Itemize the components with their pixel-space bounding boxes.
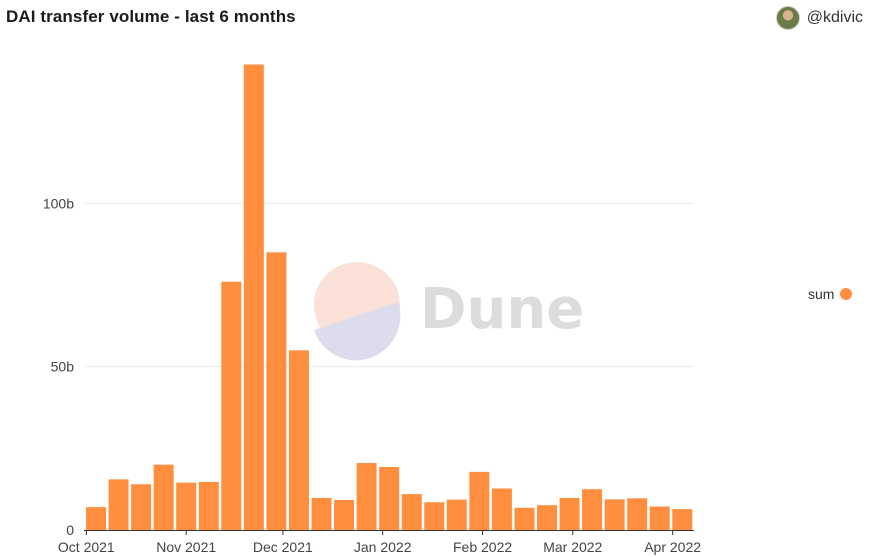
chart-title: DAI transfer volume - last 6 months <box>6 7 296 26</box>
x-tick-label: Nov 2021 <box>156 539 216 555</box>
y-tick-label: 0 <box>66 522 74 538</box>
bar[interactable] <box>176 482 197 530</box>
x-tick-label: Jan 2022 <box>354 539 412 555</box>
bar[interactable] <box>446 499 467 530</box>
x-tick-label: Dec 2021 <box>253 539 313 555</box>
legend-label: sum <box>808 286 835 302</box>
bar[interactable] <box>198 481 219 530</box>
bar[interactable] <box>469 471 490 530</box>
x-tick-label: Oct 2021 <box>58 539 115 555</box>
author-badge[interactable]: @kdivic <box>775 6 863 30</box>
bar[interactable] <box>514 507 535 530</box>
bar[interactable] <box>288 350 309 530</box>
legend-dot-icon <box>840 288 853 300</box>
grid-lines <box>84 202 694 368</box>
bar[interactable] <box>401 494 422 530</box>
y-tick-label: 50b <box>51 359 75 375</box>
avatar <box>775 6 800 30</box>
bar[interactable] <box>491 488 512 530</box>
bar[interactable] <box>311 497 332 530</box>
bar[interactable] <box>604 499 625 530</box>
bar[interactable] <box>582 489 603 530</box>
author-handle: @kdivic <box>806 9 863 26</box>
bar[interactable] <box>537 505 557 530</box>
bars <box>86 64 693 531</box>
bar[interactable] <box>153 464 174 530</box>
bar[interactable] <box>356 463 377 530</box>
x-tick-label: Feb 2022 <box>453 539 512 555</box>
bar[interactable] <box>266 252 287 531</box>
bar[interactable] <box>221 281 242 530</box>
bar[interactable] <box>649 506 670 530</box>
x-tick-label: Mar 2022 <box>543 539 602 555</box>
bar[interactable] <box>108 479 129 530</box>
y-tick-label: 100b <box>43 195 74 211</box>
axes: 0 50b 100b Oct 2021 Nov 2021 Dec 2021 Jan 2022… <box>43 195 701 555</box>
watermark-text: Dune <box>420 277 584 342</box>
bar[interactable] <box>334 499 355 530</box>
watermark-logo-bottom <box>314 302 401 361</box>
bar[interactable] <box>243 64 264 531</box>
legend[interactable]: sum <box>808 286 853 302</box>
bar[interactable] <box>379 466 400 530</box>
bar[interactable] <box>559 497 580 530</box>
bar[interactable] <box>86 507 106 530</box>
x-tick-label: Apr 2022 <box>644 539 701 555</box>
watermark: Dune <box>314 262 584 361</box>
bar[interactable] <box>131 484 152 530</box>
bar[interactable] <box>672 509 693 530</box>
bar[interactable] <box>424 502 445 530</box>
bar[interactable] <box>627 498 648 530</box>
